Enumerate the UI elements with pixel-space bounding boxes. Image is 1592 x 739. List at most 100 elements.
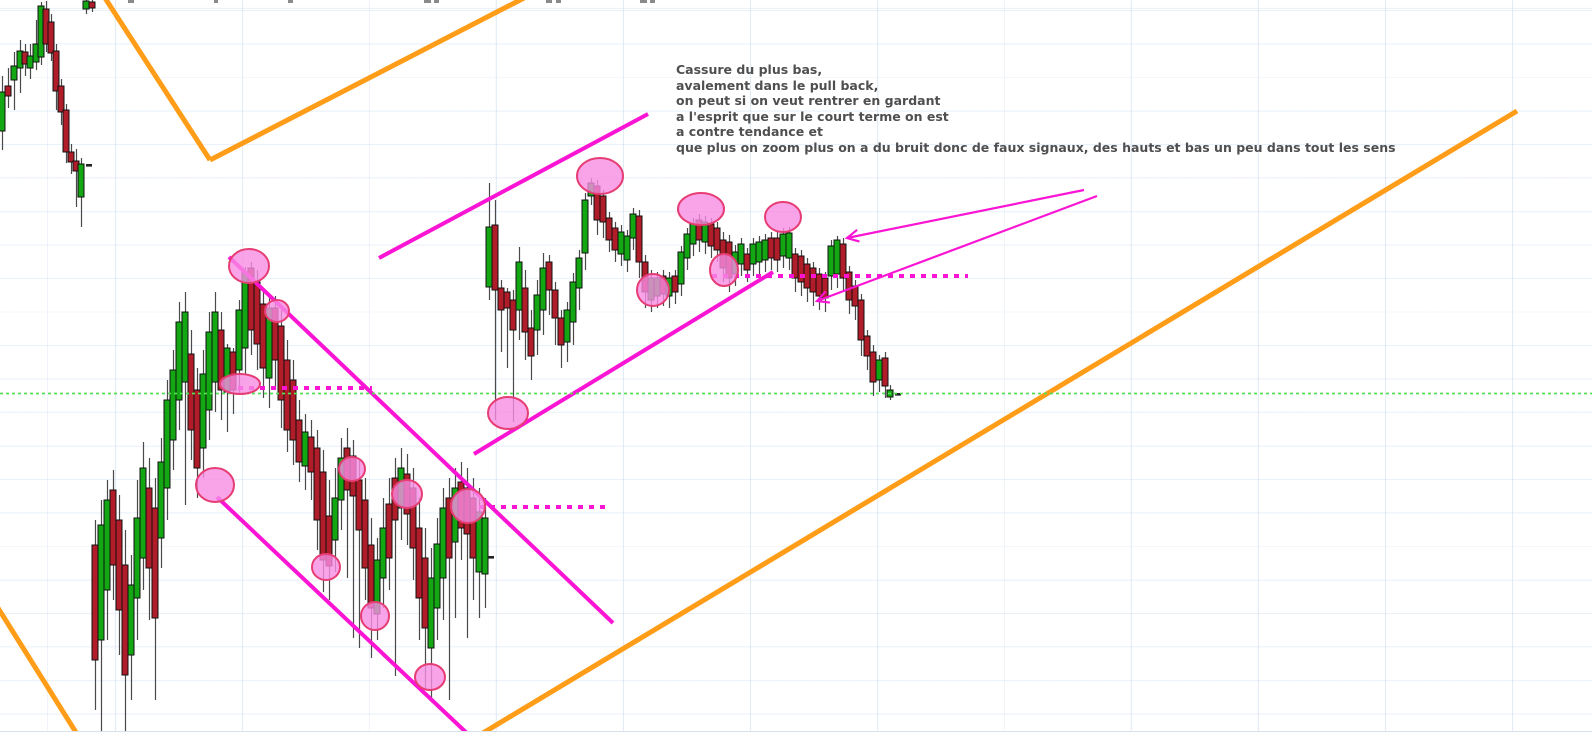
highlight-ellipse[interactable] <box>636 273 670 307</box>
candle-body <box>761 239 769 261</box>
candle-body <box>415 527 423 599</box>
candle-body <box>863 335 871 357</box>
candle-body <box>421 557 429 629</box>
highlight-ellipse[interactable] <box>338 456 366 482</box>
orange-v-right-arm[interactable] <box>208 0 526 163</box>
candle-body <box>809 267 817 293</box>
orange-v-left-arm[interactable] <box>103 0 213 162</box>
candle-body <box>497 287 505 311</box>
candle-body <box>175 321 183 401</box>
highlight-ellipse[interactable] <box>576 157 624 195</box>
candle-body <box>307 436 315 473</box>
candle-body <box>331 497 339 541</box>
annotation-arrow-1-head <box>844 228 860 243</box>
highlight-ellipse[interactable] <box>228 248 270 284</box>
time-axis-strip[interactable] <box>0 731 1592 739</box>
candle-body <box>115 519 123 611</box>
candle-body <box>91 544 99 661</box>
candle-body <box>283 359 291 431</box>
candle-body <box>569 281 577 323</box>
clipped-legend-fragment <box>640 0 647 3</box>
chart-note-text[interactable]: Cassure du plus bas, avalement dans le p… <box>676 62 1396 155</box>
annotation-arrow-1[interactable] <box>846 188 1085 240</box>
highlight-ellipse[interactable] <box>391 479 423 509</box>
candle-body <box>623 235 631 261</box>
clipped-legend-fragment <box>214 0 218 3</box>
highlight-ellipse[interactable] <box>195 467 235 503</box>
candle-body <box>4 85 12 97</box>
highlight-ellipse[interactable] <box>764 201 802 233</box>
candle-body <box>355 479 363 531</box>
candle-body <box>57 85 65 113</box>
candle-body <box>605 217 613 241</box>
candle-body <box>575 257 583 289</box>
candle-body <box>881 357 889 387</box>
candle-body <box>815 273 823 297</box>
candle-body <box>169 369 177 441</box>
annotation-arrow-2[interactable] <box>816 194 1098 303</box>
candle-body <box>509 299 517 331</box>
candle-body <box>503 291 511 309</box>
candle-body <box>491 224 499 291</box>
highlight-ellipse[interactable] <box>414 663 446 691</box>
candle-body <box>77 163 85 198</box>
magenta-down-channel-lower[interactable] <box>215 495 473 739</box>
highlight-ellipse[interactable] <box>677 192 725 226</box>
candle-body <box>157 461 165 539</box>
candle-body <box>127 584 135 656</box>
candle-body <box>52 50 60 92</box>
candle-body <box>629 213 637 239</box>
candle-body <box>67 151 75 163</box>
annotation-arrow-2-head <box>814 290 831 304</box>
orange-major-uptrend[interactable] <box>468 108 1519 739</box>
candle-body <box>151 507 159 619</box>
magenta-up-channel-upper[interactable] <box>378 112 649 260</box>
candle-body <box>707 223 715 247</box>
candle-body <box>779 233 787 257</box>
candle-body <box>313 447 321 521</box>
candle-body <box>47 21 55 54</box>
candle-body <box>109 489 117 566</box>
candle-body <box>26 55 34 69</box>
magenta-down-channel-upper[interactable] <box>227 255 615 625</box>
candle-body <box>187 353 195 431</box>
candle-body <box>133 517 141 599</box>
candle-body <box>563 309 571 343</box>
candle-body <box>671 275 679 293</box>
candle-body <box>103 499 111 591</box>
candle-body <box>211 311 219 383</box>
clipped-legend-fragment <box>128 0 134 3</box>
candle-body <box>515 261 523 311</box>
candle-body <box>521 287 529 333</box>
last-price-dash <box>86 164 92 167</box>
candle-body <box>379 527 387 579</box>
clipped-legend-fragment <box>424 0 431 3</box>
highlight-ellipse[interactable] <box>709 253 739 287</box>
candle-body <box>193 389 201 469</box>
orange-bottom-left[interactable] <box>0 606 84 739</box>
candle-body <box>869 351 877 383</box>
last-price-dash <box>895 393 901 396</box>
candle-body <box>139 467 147 559</box>
candle-body <box>611 227 619 251</box>
candle-body <box>253 281 261 345</box>
clipped-legend-fragment <box>556 0 561 3</box>
candle-body <box>557 317 565 346</box>
candle-body <box>97 524 105 641</box>
candle-body <box>235 309 243 371</box>
candle-body <box>737 243 745 265</box>
candle-body <box>301 431 309 467</box>
candle-body <box>295 419 303 463</box>
highlight-ellipse[interactable] <box>360 601 390 631</box>
candle-body <box>361 499 369 569</box>
candle-body <box>481 517 489 575</box>
candle-body <box>527 327 535 357</box>
highlight-ellipse[interactable] <box>450 488 486 524</box>
highlight-ellipse[interactable] <box>311 553 341 581</box>
candle-body <box>433 543 441 609</box>
highlight-ellipse[interactable] <box>264 299 290 323</box>
highlight-ellipse[interactable] <box>487 396 529 430</box>
highlight-ellipse[interactable] <box>219 373 261 395</box>
candle-body <box>88 1 96 9</box>
